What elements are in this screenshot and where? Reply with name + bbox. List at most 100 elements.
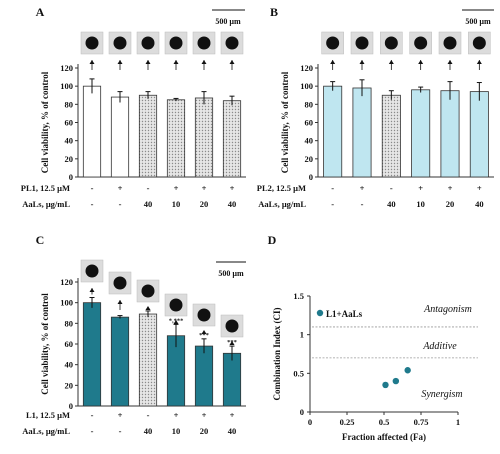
condition-row1-value: + xyxy=(118,410,123,420)
spheroid-image xyxy=(85,36,99,50)
condition-row2-value: - xyxy=(361,199,364,209)
spheroid-image xyxy=(113,276,127,290)
scale-bar-label: 500 µm xyxy=(215,17,241,26)
image-arrowhead xyxy=(330,60,336,64)
x-axis-label: Fraction affected (Fa) xyxy=(342,432,426,442)
condition-row1-value: + xyxy=(230,410,235,420)
bar xyxy=(440,90,460,178)
y-tick-label: 120 xyxy=(60,277,73,287)
condition-row1-value: + xyxy=(418,183,423,193)
condition-row2-value: 40 xyxy=(387,199,396,209)
condition-row1-value: + xyxy=(118,183,123,193)
condition-row2-value: - xyxy=(91,426,94,436)
condition-row1-value: - xyxy=(91,183,94,193)
bar xyxy=(323,85,343,178)
condition-row2-value: 20 xyxy=(200,426,209,436)
condition-row2-value: 20 xyxy=(446,199,455,209)
bar xyxy=(222,100,242,178)
condition-row1-value: + xyxy=(230,183,235,193)
y-tick-label: 0 xyxy=(300,407,304,417)
condition-row2-value: 10 xyxy=(172,199,181,209)
spheroid-image xyxy=(355,36,369,50)
y-tick-label: 120 xyxy=(300,63,313,73)
condition-row2-value: 40 xyxy=(475,199,484,209)
y-tick-label: 0 xyxy=(69,172,73,182)
condition-row1-value: + xyxy=(202,410,207,420)
image-arrowhead xyxy=(229,60,235,64)
image-arrowhead xyxy=(447,60,453,64)
y-tick-label: 40 xyxy=(305,136,314,146)
image-arrowhead xyxy=(476,60,482,64)
x-tick-label: 0.5 xyxy=(379,417,390,427)
x-tick-label: 0 xyxy=(308,417,312,427)
y-axis-label: Cell viability, % of control xyxy=(280,71,290,173)
spheroid-image xyxy=(384,36,398,50)
image-arrowhead xyxy=(89,60,95,64)
condition-row2-label: AaLs, μg/mL xyxy=(258,199,306,209)
spheroid-image xyxy=(326,36,340,50)
y-tick-label: 60 xyxy=(65,118,74,128)
condition-row2-value: 10 xyxy=(172,426,181,436)
panel-letter: B xyxy=(270,5,278,19)
spheroid-image xyxy=(169,36,183,50)
spheroid-image xyxy=(197,308,211,322)
spheroid-image xyxy=(472,36,486,50)
y-tick-label: 1 xyxy=(300,330,304,340)
x-tick-label: 1 xyxy=(456,417,460,427)
image-arrowhead xyxy=(388,60,394,64)
y-tick-label: 100 xyxy=(60,81,73,91)
image-arrowhead xyxy=(117,300,123,304)
panel-a: A 500 µm 0 20 40 60 80 100 120 Cell viability, % … xyxy=(21,5,246,209)
condition-row2-value: - xyxy=(119,426,122,436)
condition-row1-value: + xyxy=(202,183,207,193)
bar xyxy=(82,85,102,178)
y-tick-label: 100 xyxy=(300,81,313,91)
condition-row2-value: - xyxy=(91,199,94,209)
x-tick-label: 0.25 xyxy=(340,417,355,427)
bar xyxy=(411,89,431,178)
bar xyxy=(110,316,130,407)
y-axis-label: Cell viability, % of control xyxy=(40,71,50,173)
y-tick-label: 0 xyxy=(309,172,313,182)
condition-row1-value: + xyxy=(477,183,482,193)
spheroid-image xyxy=(414,36,428,50)
y-tick-label: 20 xyxy=(65,380,74,390)
bar xyxy=(138,313,158,407)
condition-row1-value: + xyxy=(174,410,179,420)
condition-row1-value: + xyxy=(360,183,365,193)
condition-row2-value: 10 xyxy=(416,199,425,209)
spheroid-image xyxy=(225,319,239,333)
condition-row1-value: - xyxy=(390,183,393,193)
bar xyxy=(82,302,102,407)
image-arrowhead xyxy=(229,341,235,345)
bar xyxy=(138,94,158,178)
scale-bar-label: 500 µm xyxy=(465,17,491,26)
condition-row1-label: L1, 12.5 μM xyxy=(26,410,70,420)
condition-row2-value: 40 xyxy=(144,199,153,209)
spheroid-image xyxy=(225,36,239,50)
bar xyxy=(352,87,372,178)
condition-row2-value: - xyxy=(331,199,334,209)
spheroid-image xyxy=(141,284,155,298)
image-arrowhead xyxy=(418,60,424,64)
y-tick-label: 100 xyxy=(60,298,73,308)
region-label: Antagonism xyxy=(423,304,472,315)
panel-letter: C xyxy=(36,233,45,247)
y-axis-label: Cell viability, % of control xyxy=(40,293,50,395)
condition-row2-value: 20 xyxy=(200,199,209,209)
bar xyxy=(381,94,401,178)
image-arrowhead xyxy=(173,60,179,64)
condition-row1-value: - xyxy=(91,410,94,420)
y-tick-label: 0.5 xyxy=(293,368,304,378)
y-tick-label: 40 xyxy=(65,360,74,370)
image-arrowhead xyxy=(89,288,95,292)
panel-d: D 0 0.5 1 1.5 0 0.25 0.5 0.75 1 Fraction affected … xyxy=(268,233,478,442)
y-tick-label: 60 xyxy=(65,339,74,349)
y-tick-label: 0 xyxy=(69,401,73,411)
bar xyxy=(222,352,242,407)
bar xyxy=(194,97,214,178)
image-arrowhead xyxy=(173,320,179,324)
x-tick-label: 0.75 xyxy=(414,417,429,427)
y-tick-label: 40 xyxy=(65,136,74,146)
